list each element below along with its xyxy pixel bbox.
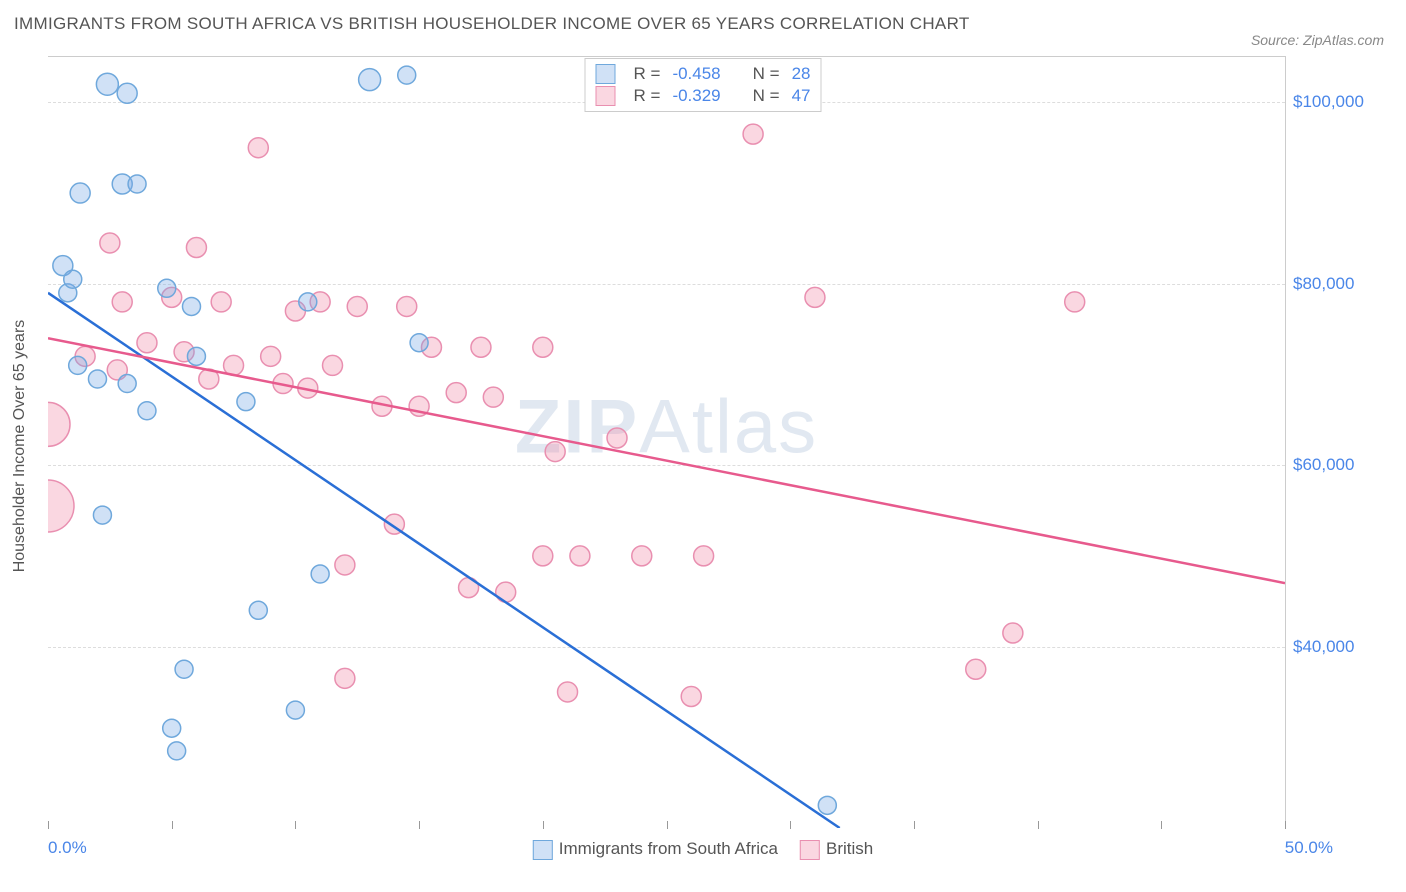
data-point-british	[1003, 623, 1023, 643]
data-point-british	[137, 333, 157, 353]
plot-area: ZIPAtlas $40,000$60,000$80,000$100,000	[48, 56, 1286, 828]
data-point-sa	[182, 297, 200, 315]
data-point-sa	[249, 601, 267, 619]
n-label: N =	[753, 64, 780, 84]
data-point-british	[186, 237, 206, 257]
data-point-sa	[70, 183, 90, 203]
data-point-sa	[168, 742, 186, 760]
y-tick-label: $40,000	[1293, 637, 1393, 657]
data-point-british	[112, 292, 132, 312]
data-point-sa	[158, 279, 176, 297]
legend-swatch-icon	[596, 64, 616, 84]
legend-row: R = -0.458 N = 28	[596, 63, 811, 85]
x-min-label: 0.0%	[48, 838, 87, 858]
data-point-sa	[69, 356, 87, 374]
data-point-british	[397, 296, 417, 316]
correlation-legend: R = -0.458 N = 28 R = -0.329 N = 47	[585, 58, 822, 112]
data-point-british	[446, 383, 466, 403]
data-point-sa	[410, 334, 428, 352]
legend-swatch-icon	[800, 840, 820, 860]
data-point-sa	[818, 796, 836, 814]
data-point-british	[211, 292, 231, 312]
r-label: R =	[634, 64, 661, 84]
n-value: 28	[792, 64, 811, 84]
legend-row: R = -0.329 N = 47	[596, 85, 811, 107]
legend-item: Immigrants from South Africa	[533, 839, 778, 860]
r-label: R =	[634, 86, 661, 106]
trend-line-british	[48, 338, 1285, 583]
y-tick-label: $80,000	[1293, 274, 1393, 294]
data-point-british	[248, 138, 268, 158]
trend-line-sa	[48, 293, 840, 828]
data-point-british	[805, 287, 825, 307]
r-value: -0.458	[672, 64, 720, 84]
data-point-british	[261, 346, 281, 366]
data-point-british	[48, 480, 74, 532]
data-point-british	[533, 546, 553, 566]
n-label: N =	[753, 86, 780, 106]
data-point-sa	[299, 293, 317, 311]
chart-title: IMMIGRANTS FROM SOUTH AFRICA VS BRITISH …	[14, 14, 970, 34]
data-point-british	[681, 686, 701, 706]
data-point-sa	[175, 660, 193, 678]
x-max-label: 50.0%	[1285, 838, 1333, 858]
data-point-british	[471, 337, 491, 357]
data-point-british	[323, 355, 343, 375]
data-point-british	[335, 555, 355, 575]
data-point-sa	[311, 565, 329, 583]
series-legend: Immigrants from South Africa British	[533, 839, 873, 860]
y-axis-label: Householder Income Over 65 years	[11, 320, 29, 573]
data-point-sa	[138, 402, 156, 420]
data-point-british	[533, 337, 553, 357]
data-point-sa	[187, 347, 205, 365]
chart-svg	[48, 57, 1285, 828]
source-prefix: Source:	[1251, 32, 1303, 48]
data-point-sa	[64, 270, 82, 288]
data-point-british	[632, 546, 652, 566]
data-point-british	[570, 546, 590, 566]
n-value: 47	[792, 86, 811, 106]
data-point-british	[1065, 292, 1085, 312]
data-point-sa	[359, 69, 381, 91]
data-point-british	[545, 442, 565, 462]
data-point-sa	[128, 175, 146, 193]
data-point-sa	[118, 375, 136, 393]
data-point-british	[100, 233, 120, 253]
data-point-sa	[93, 506, 111, 524]
source-citation: Source: ZipAtlas.com	[1251, 32, 1384, 48]
legend-series-name: British	[826, 839, 873, 858]
legend-series-name: Immigrants from South Africa	[559, 839, 778, 858]
legend-swatch-icon	[596, 86, 616, 106]
y-tick-label: $100,000	[1293, 92, 1393, 112]
data-point-british	[483, 387, 503, 407]
data-point-sa	[286, 701, 304, 719]
data-point-sa	[163, 719, 181, 737]
data-point-british	[743, 124, 763, 144]
data-point-sa	[237, 393, 255, 411]
data-point-sa	[88, 370, 106, 388]
data-point-british	[694, 546, 714, 566]
data-point-british	[496, 582, 516, 602]
legend-swatch-icon	[533, 840, 553, 860]
y-tick-label: $60,000	[1293, 455, 1393, 475]
x-tick	[1285, 821, 1286, 829]
data-point-british	[335, 668, 355, 688]
r-value: -0.329	[672, 86, 720, 106]
source-name: ZipAtlas.com	[1303, 32, 1384, 48]
data-point-british	[48, 402, 70, 446]
data-point-british	[966, 659, 986, 679]
data-point-sa	[398, 66, 416, 84]
data-point-british	[607, 428, 627, 448]
data-point-british	[347, 296, 367, 316]
data-point-british	[558, 682, 578, 702]
data-point-sa	[96, 73, 118, 95]
data-point-sa	[117, 83, 137, 103]
legend-item: British	[800, 839, 873, 860]
